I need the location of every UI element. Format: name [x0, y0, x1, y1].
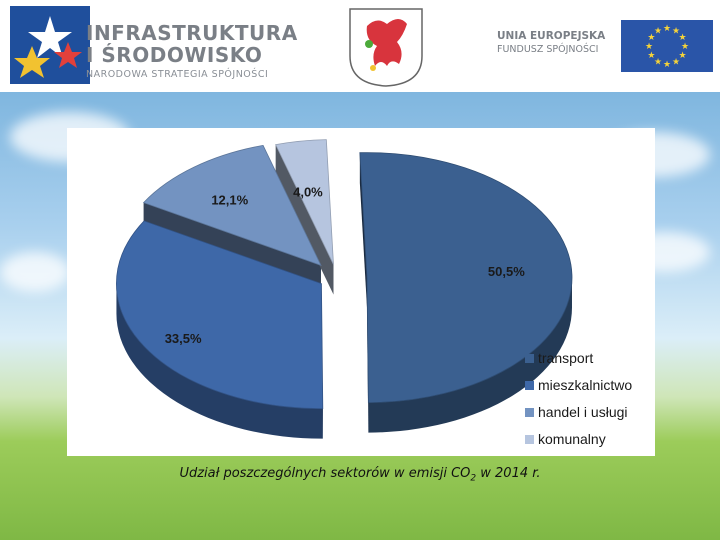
caption-subscript: 2	[470, 473, 477, 484]
eu-star-icon: ★	[663, 23, 671, 33]
pie-chart: 50,5% 33,5% 12,1% 4,0% transport mieszkalnict…	[116, 139, 632, 447]
slice-value-label: 50,5%	[488, 264, 525, 279]
program-tagline: NARODOWA STRATEGIA SPÓJNOŚCI	[86, 69, 269, 80]
eu-star-icon: ★	[679, 50, 687, 60]
slice-value-label: 4,0%	[293, 185, 323, 200]
slice-value-label: 12,1%	[211, 192, 248, 207]
slice-value-label: 33,5%	[165, 331, 202, 346]
eu-star-icon: ★	[654, 25, 662, 35]
caption-prefix: Udział poszczególnych sektorów w emisji …	[179, 466, 471, 481]
header-bar: INFRASTRUKTURA I ŚRODOWISKO NARODOWA STR…	[0, 0, 720, 92]
pie-slice-handel-i-usługi	[142, 144, 322, 267]
eu-star-icon: ★	[663, 59, 671, 69]
chart-caption: Udział poszczególnych sektorów w emisji …	[0, 466, 720, 484]
eu-line2: FUNDUSZ SPÓJNOŚCI	[497, 44, 599, 55]
caption-suffix: w 2014 r.	[476, 466, 541, 481]
program-name-line1: INFRASTRUKTURA	[86, 21, 298, 45]
legend-label: komunalny	[538, 431, 606, 447]
program-brand: INFRASTRUKTURA I ŚRODOWISKO NARODOWA STR…	[86, 22, 298, 80]
eu-star-icon: ★	[645, 41, 653, 51]
pie-slice-mieszkalnictwo	[116, 220, 324, 410]
pie-slice-cut	[359, 152, 367, 308]
program-name-line2: I ŚRODOWISKO	[86, 43, 263, 67]
eu-line1: UNIA EUROPEJSKA	[497, 30, 606, 42]
eu-star-icon: ★	[672, 57, 680, 67]
legend-label: transport	[538, 350, 593, 366]
legend-swatch	[525, 381, 534, 390]
eu-star-icon: ★	[679, 32, 687, 42]
pie-slice-komunalny	[275, 139, 334, 265]
legend-label: handel i usługi	[538, 404, 628, 420]
infrastruktura-logo-icon	[10, 6, 90, 84]
eu-star-icon: ★	[654, 57, 662, 67]
eu-star-icon: ★	[672, 25, 680, 35]
eu-star-icon: ★	[647, 32, 655, 42]
legend-swatch	[525, 408, 534, 417]
eu-star-icon: ★	[681, 41, 689, 51]
legend-swatch	[525, 435, 534, 444]
eu-fund-text: UNIA EUROPEJSKA FUNDUSZ SPÓJNOŚCI	[497, 30, 605, 55]
chart-panel: 50,5% 33,5% 12,1% 4,0% transport mieszkalnict…	[67, 128, 655, 456]
eu-star-icon: ★	[647, 50, 655, 60]
pie-slice-transport	[359, 152, 573, 404]
legend-swatch	[525, 354, 534, 363]
pie-slice-cut	[275, 144, 334, 295]
legend-label: mieszkalnictwo	[538, 377, 632, 393]
griffin-crest-icon	[349, 8, 423, 87]
pie-slice-wall	[116, 283, 323, 439]
eu-flag-icon: ★★★★★★★★★ ★ ★★	[621, 20, 713, 72]
